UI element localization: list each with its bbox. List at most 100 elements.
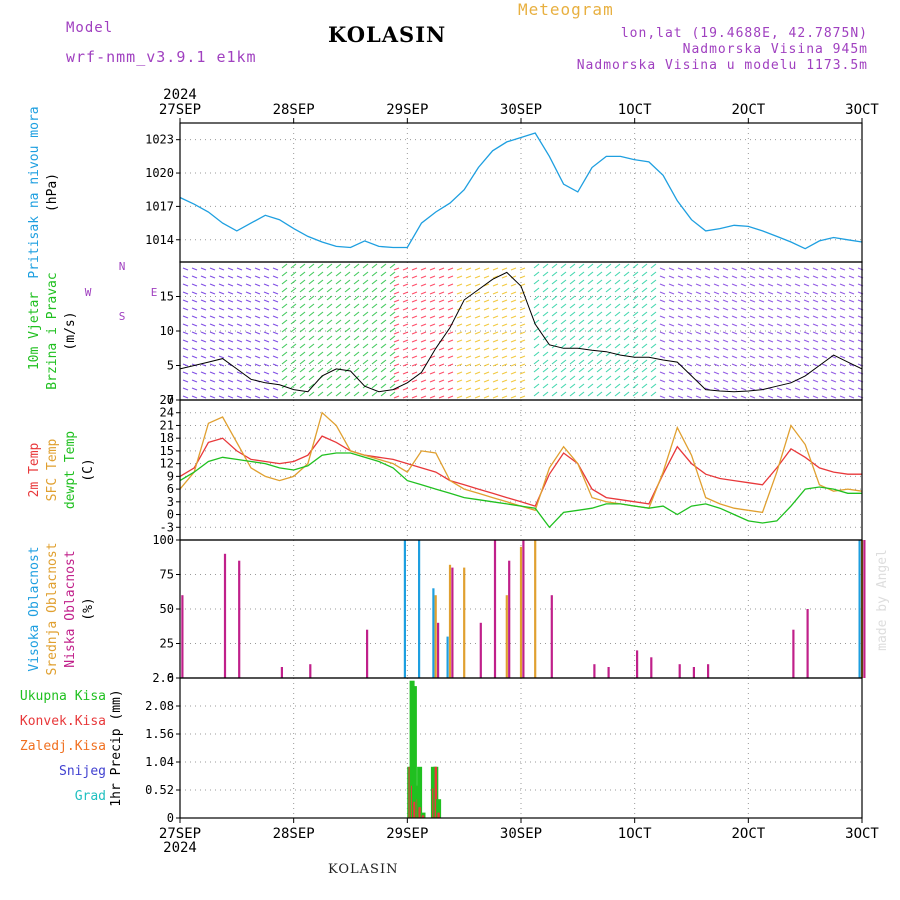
wind-barb [263,339,270,343]
wind-barb [236,387,243,391]
wind-barb [605,279,612,285]
wind-barb [191,339,198,343]
time-tick-label-top: 3OCT [845,102,879,118]
wind-barb [713,299,720,303]
cloud-low-bar [238,560,241,678]
wind-barb [731,355,738,359]
wind-barb [839,283,846,287]
wind-barb [191,315,198,319]
wind-barb [218,395,225,399]
wind-barb [596,391,603,397]
wind-barb [380,295,387,301]
wind-barb [393,283,400,287]
wind-barb [560,271,567,277]
y-tick-label-precip: 2.08 [145,699,174,713]
wind-barb [713,283,720,287]
wind-barb [749,347,756,351]
wind-barb [420,379,427,383]
wind-barb [560,295,567,301]
wind-barb [677,355,684,359]
wind-barb [420,323,427,327]
wind-barb [605,295,612,301]
wind-barb [596,263,603,269]
wind-barb [411,371,418,375]
wind-barb [713,387,720,391]
wind-barb [830,283,837,287]
wind-barb [456,387,463,391]
cloud-low-bar [451,567,454,678]
wind-barb [371,311,378,317]
year-label-bottom: 2024 [163,840,197,856]
wind-barb [483,307,490,311]
wind-barb [510,331,517,335]
wind-barb [704,363,711,367]
wind-barb [713,355,720,359]
wind-barb [587,359,594,365]
wind-barb [551,271,558,277]
wind-barb [281,303,288,309]
wind-barb [704,331,711,335]
wind-barb [474,379,481,383]
wind-barb [371,367,378,373]
wind-barb [474,395,481,399]
wind-barb [389,327,396,333]
panel-ylabel-cloud: (%) [81,597,96,620]
wind-barb [483,371,490,375]
wind-barb [326,263,333,269]
wind-barb [474,363,481,367]
wind-barb [299,351,306,357]
wind-barb [465,275,472,279]
wind-barb [456,395,463,399]
wind-barb [393,307,400,311]
wind-barb [389,295,396,301]
wind-barb [353,391,360,397]
wind-barb [492,283,499,287]
panel-ylabel-temperature: (C) [81,458,96,481]
wind-barb [519,331,526,335]
wind-barb [290,335,297,341]
wind-barb [569,367,576,373]
wind-barb [218,299,225,303]
time-tick-label-top: 28SEP [273,102,315,118]
wind-barb [569,303,576,309]
wind-barb [402,331,409,335]
wind-barb [510,347,517,351]
wind-barb [578,327,585,333]
wind-barb [686,291,693,295]
wind-barb [542,295,549,301]
wind-barb [560,383,567,389]
wind-barb [623,287,630,293]
cloud-low-bar [863,540,866,678]
wind-barb [353,279,360,285]
wind-barb [447,347,454,351]
wind-barb [290,327,297,333]
wind-barb [578,335,585,341]
wind-barb [767,267,774,271]
wind-barb [519,347,526,351]
wind-barb [362,303,369,309]
wind-barb [326,271,333,277]
wind-barb [245,315,252,319]
wind-barb [182,347,189,351]
panel-ylabel-wind: (m/s) [63,311,78,350]
precip-convective-bar [421,815,425,818]
wind-barb [821,355,828,359]
wind-barb [281,367,288,373]
wind-barb [290,343,297,349]
wind-barb [245,275,252,279]
wind-barb [605,343,612,349]
wind-barb [335,263,342,269]
wind-barb [551,367,558,373]
wind-barb [785,355,792,359]
wind-barb [767,395,774,399]
wind-barb [519,363,526,367]
wind-barb [299,391,306,397]
wind-barb [794,355,801,359]
wind-barb [740,347,747,351]
wind-barb [483,347,490,351]
wind-barb [785,371,792,375]
wind-barb [542,263,549,269]
wind-barb [839,395,846,399]
wind-barb [740,315,747,319]
wind-barb [533,295,540,301]
